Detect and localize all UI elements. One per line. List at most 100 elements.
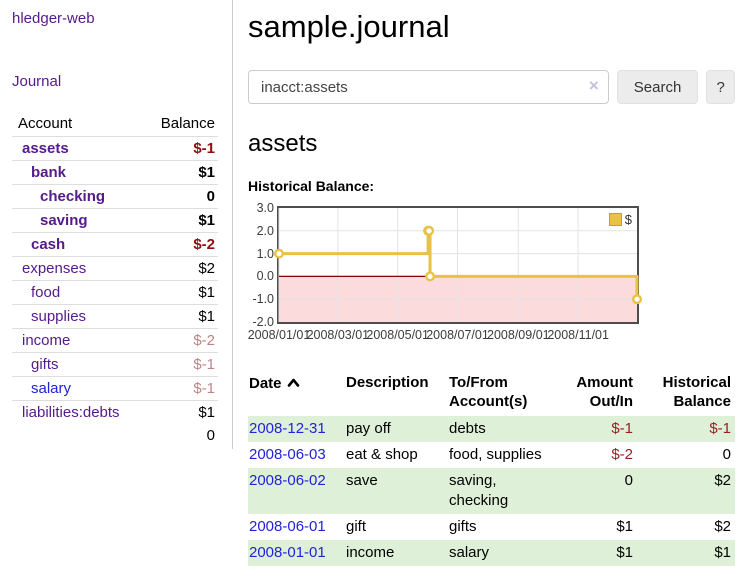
account-balance: $-2: [148, 328, 218, 353]
search-input[interactable]: [248, 70, 609, 104]
account-balance: $1: [148, 400, 218, 424]
transaction-accounts: salary: [448, 540, 564, 566]
register-header-account: To/From Account(s): [448, 368, 564, 416]
transaction-date-link[interactable]: 2008-06-01: [249, 518, 326, 535]
account-row: saving $1: [12, 208, 218, 233]
register-header-balance-line: Historical: [662, 374, 731, 391]
transaction-accounts-line: salary: [449, 544, 490, 561]
account-link-bank[interactable]: bank: [31, 164, 67, 181]
transaction-amount: $-1: [611, 420, 633, 437]
account-row: checking 0: [12, 184, 218, 209]
transaction-balance: $-1: [709, 420, 731, 437]
help-button[interactable]: ?: [706, 70, 735, 104]
transaction-amount: $1: [616, 518, 633, 535]
account-link-checking[interactable]: checking: [40, 188, 106, 205]
x-axis-tick-label: 2008/07/01: [426, 328, 489, 342]
transaction-accounts-line: saving,: [449, 472, 497, 489]
account-link-liabilities-debts[interactable]: liabilities:debts: [22, 404, 120, 421]
transaction-description: save: [346, 472, 378, 489]
legend-swatch-icon: [608, 213, 622, 226]
accounts-header-account: Account: [12, 112, 148, 137]
accounts-total-row: 0: [12, 424, 218, 447]
account-balance: $1: [148, 208, 218, 233]
register-header-row: Date Description To/From Account(s) Amoun…: [248, 368, 735, 416]
register-row: 2008-06-01 gift gifts $1 $2: [248, 514, 735, 540]
account-balance: $-2: [148, 232, 218, 257]
account-row: cash $-2: [12, 232, 218, 257]
transaction-accounts-line: food, supplies: [449, 446, 542, 463]
register-row: 2008-06-03 eat & shop food, supplies $-2 0: [248, 442, 735, 468]
chart-plot-area[interactable]: $: [274, 206, 643, 324]
transaction-date-link[interactable]: 2008-06-02: [249, 472, 326, 489]
transaction-date-link[interactable]: 2008-06-03: [249, 446, 326, 463]
account-balance: $-1: [148, 352, 218, 377]
account-link-supplies[interactable]: supplies: [31, 308, 87, 325]
transaction-accounts: gifts: [448, 514, 564, 540]
account-balance: $-1: [193, 140, 215, 157]
account-link-assets[interactable]: assets: [22, 140, 69, 157]
transaction-amount: $1: [616, 544, 633, 561]
register-row: 2008-12-31 pay off debts $-1 $-1: [248, 416, 735, 442]
register-header-balance: Historical Balance: [637, 368, 735, 416]
clear-search-icon[interactable]: ×: [588, 76, 599, 95]
register-header-amount-line: Out/In: [589, 393, 633, 410]
chart-title: Historical Balance:: [248, 178, 375, 194]
account-row: bank $1: [12, 160, 218, 185]
x-axis-tick-label: 2008/11/01: [547, 328, 609, 342]
register-row: 2008-06-02 save saving, checking 0 $2: [248, 468, 735, 514]
accounts-table: Account Balance assets $-1 bank $1 checking 0…: [12, 112, 218, 447]
account-link-income[interactable]: income: [22, 332, 71, 349]
account-link-food[interactable]: food: [31, 284, 61, 301]
account-heading: assets: [248, 130, 318, 157]
transaction-amount: 0: [624, 472, 633, 489]
transaction-date-link[interactable]: 2008-12-31: [249, 420, 326, 437]
transaction-amount: $-2: [611, 446, 633, 463]
sidebar: hledger-web Journal Account Balance asse…: [0, 0, 232, 447]
transaction-balance: $1: [714, 544, 731, 561]
account-balance: $2: [148, 256, 218, 281]
account-row: liabilities:debts $1: [12, 400, 218, 424]
transaction-date-link[interactable]: 2008-01-01: [249, 544, 326, 561]
main-content: sample.journal × Search ? assets Histori…: [248, 0, 735, 566]
accounts-total-spacer: [12, 424, 148, 447]
sort-ascending-icon: [287, 373, 300, 392]
register-header-amount: Amount Out/In: [564, 368, 637, 416]
register-header-account-line: To/From: [449, 374, 508, 391]
register-header-date[interactable]: Date: [248, 368, 345, 416]
register-table: Date Description To/From Account(s) Amoun…: [248, 368, 735, 566]
transaction-accounts-line: checking: [449, 492, 509, 509]
account-link-gifts[interactable]: gifts: [31, 356, 59, 373]
sidebar-item-journal[interactable]: Journal: [12, 73, 62, 90]
y-axis-tick-label: 0.0: [256, 269, 274, 284]
accounts-table-header: Account Balance: [12, 112, 218, 137]
chart-canvas[interactable]: [274, 208, 643, 322]
search-bar: × Search ?: [248, 70, 735, 104]
app-brand-link[interactable]: hledger-web: [12, 10, 95, 27]
search-button[interactable]: Search: [616, 70, 699, 104]
account-balance: $-1: [148, 376, 218, 401]
account-link-saving[interactable]: saving: [40, 212, 88, 229]
x-axis-tick-label: 2008/03/01: [306, 328, 370, 342]
account-link-cash[interactable]: cash: [31, 236, 66, 253]
transaction-balance: $2: [714, 472, 731, 489]
transaction-accounts-line: debts: [449, 420, 486, 437]
x-axis-tick-label: 2008/09/01: [487, 328, 550, 342]
transaction-description: eat & shop: [346, 446, 418, 463]
search-input-wrap: ×: [248, 70, 609, 104]
transaction-balance: $2: [714, 518, 731, 535]
transaction-accounts: food, supplies: [448, 442, 564, 468]
account-link-expenses[interactable]: expenses: [22, 260, 87, 277]
x-axis-tick-label: 2008/05/01: [366, 328, 429, 342]
sidebar-divider: [232, 0, 233, 449]
transaction-description: pay off: [346, 420, 391, 437]
y-axis-tick-label: -1.0: [252, 292, 274, 307]
transaction-description: income: [346, 544, 395, 561]
page-title: sample.journal: [248, 9, 450, 44]
account-link-salary[interactable]: salary: [31, 380, 72, 397]
account-row: gifts $-1: [12, 352, 218, 377]
x-axis-tick-label: 2008/01/01: [247, 328, 311, 342]
account-balance: $1: [148, 160, 218, 185]
register-header-balance-line: Balance: [673, 393, 731, 410]
historical-balance-chart: $3.0 2.0 1.0 0.0 -1.0 -2.0 2008/01/01 2008/03/0…: [247, 201, 735, 347]
account-balance: $1: [148, 280, 218, 305]
